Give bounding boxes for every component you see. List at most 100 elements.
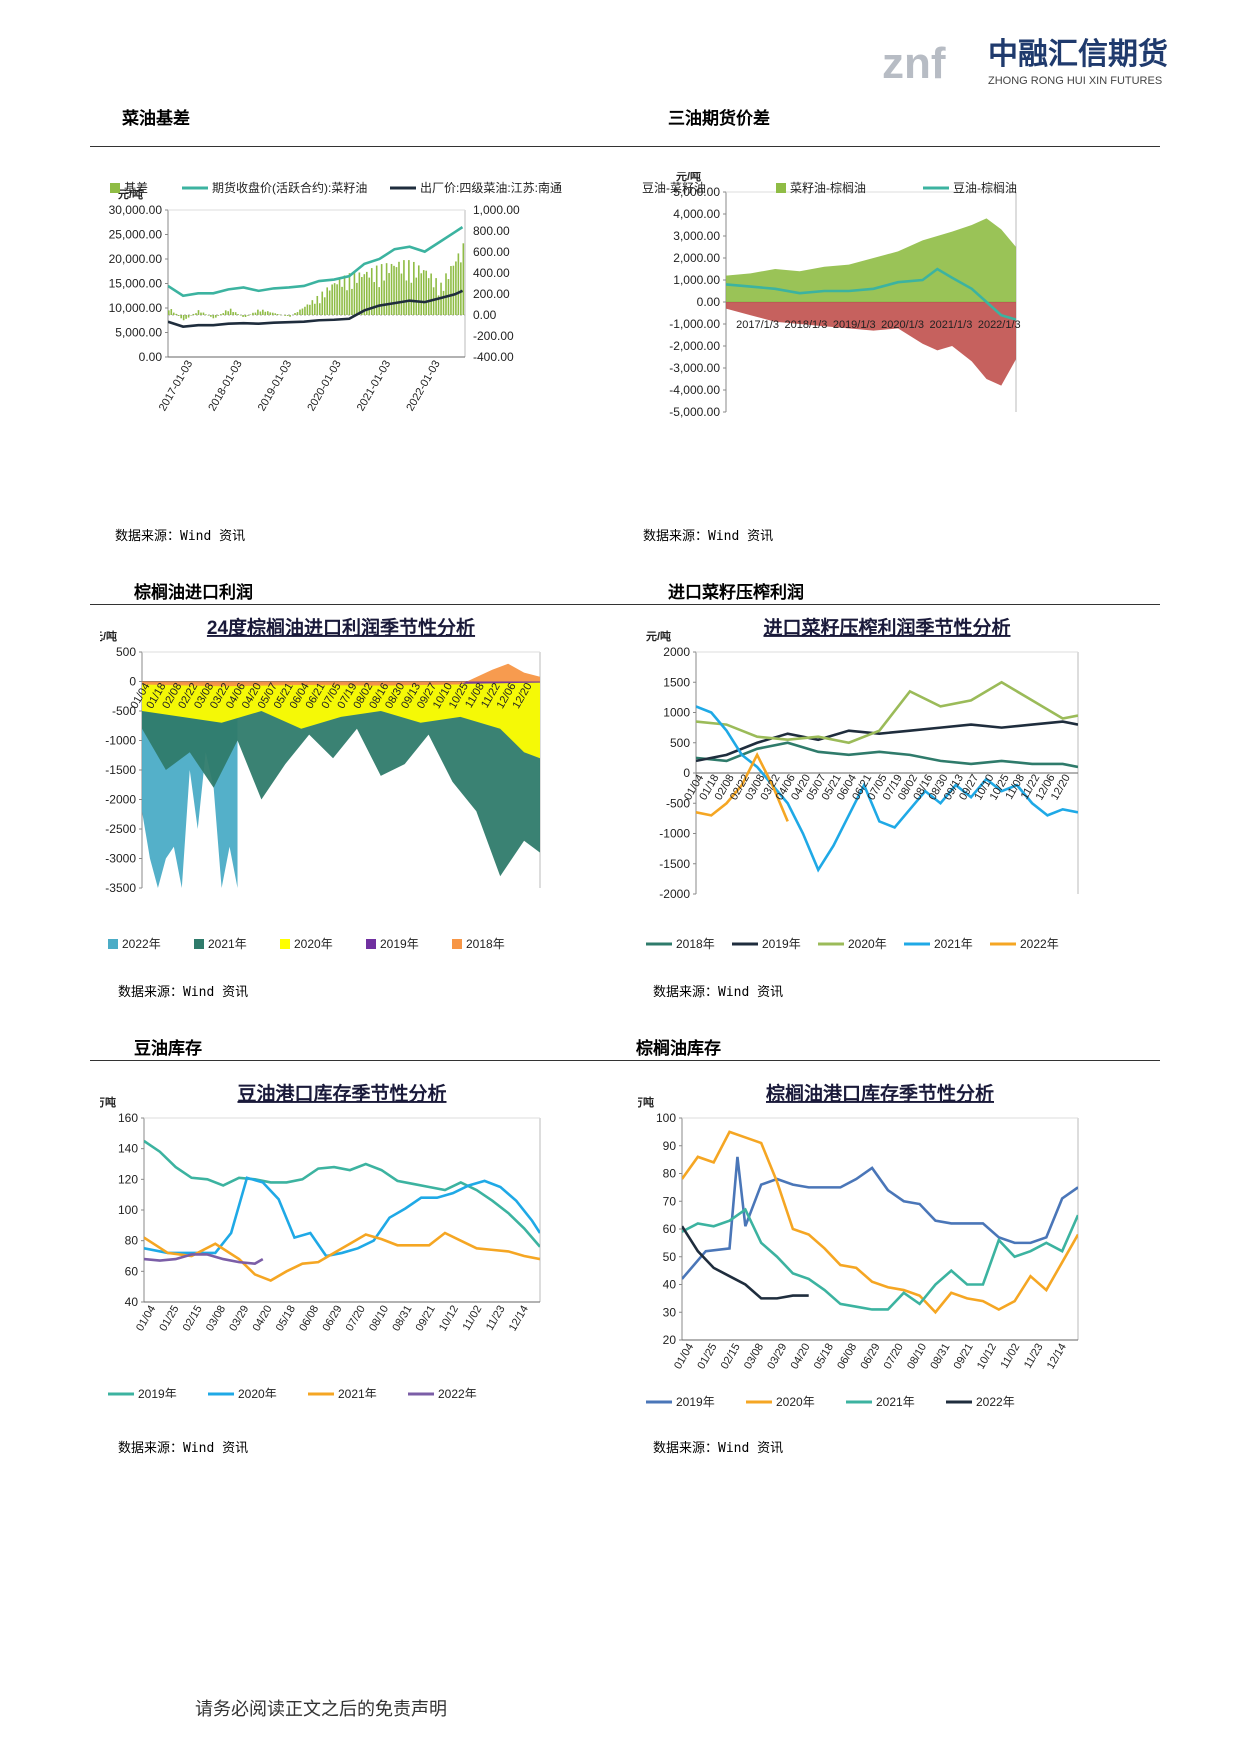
y2-tick-label: 0.00 <box>473 308 497 322</box>
basis-bar <box>249 314 252 315</box>
x-tick-label: 11/23 <box>1022 1342 1046 1371</box>
y-tick-label: -1000 <box>659 827 690 841</box>
x-tick-label: 2021-01-03 <box>355 359 394 414</box>
y2-tick-label: 200.00 <box>473 287 510 301</box>
series-line <box>144 1176 540 1258</box>
legend-label: 期货收盘价(活跃合约):菜籽油 <box>212 180 367 195</box>
y-tick-label: 1000 <box>663 706 690 720</box>
basis-bar <box>177 315 180 316</box>
y-tick-label: 60 <box>663 1222 677 1236</box>
y-tick-label: 70 <box>663 1194 677 1208</box>
y-tick-label: 100 <box>118 1203 138 1217</box>
basis-bar <box>420 273 423 315</box>
legend-label: 菜籽油-棕榈油 <box>790 180 866 195</box>
legend-label: 2020年 <box>776 1395 815 1408</box>
series-line <box>682 1156 1078 1280</box>
basis-bar <box>222 313 225 315</box>
series-line <box>726 267 1016 321</box>
y-tick-label: 3,000.00 <box>673 229 720 243</box>
basis-bar <box>195 313 197 315</box>
legend-swatch <box>452 939 462 949</box>
basis-bar <box>175 313 178 315</box>
series-group <box>696 680 1078 873</box>
divider-row2 <box>90 604 1160 605</box>
x-tick-label: 2022-01-03 <box>404 359 443 414</box>
basis-bar <box>338 278 341 315</box>
x-tick-label: 07/20 <box>882 1342 906 1372</box>
x-tick-label: 11/02 <box>461 1304 485 1333</box>
basis-bar <box>247 315 249 316</box>
basis-bar <box>323 297 326 315</box>
legend-label: 豆油-菜籽油 <box>642 181 706 195</box>
basis-bar <box>383 280 385 315</box>
legend-label: 2022年 <box>976 1395 1015 1408</box>
basis-bar <box>351 288 353 315</box>
x-tick-label: 03/29 <box>765 1342 789 1372</box>
legend-label: 豆油-棕榈油 <box>953 180 1017 195</box>
chart-soyoil-stock: 豆油港口库存季节性分析万吨16014012010080604001/0401/2… <box>100 1082 541 1398</box>
y-tick-label: 160 <box>118 1111 138 1125</box>
legend-label: 出厂价:四级菜油:江苏:南通 <box>420 180 562 195</box>
basis-bar <box>452 265 455 315</box>
basis-bar <box>304 306 306 315</box>
x-tick-label: 10/12 <box>437 1304 461 1334</box>
section-title-rapeseed-crush-profit: 进口菜籽压榨利润 <box>668 583 804 603</box>
x-tick-label: 11/02 <box>999 1342 1023 1371</box>
legend-label: 2020年 <box>294 937 333 951</box>
series-line <box>696 741 1078 769</box>
legend-label: 2018年 <box>466 937 505 951</box>
x-tick-label: 06/08 <box>297 1304 321 1334</box>
basis-bar <box>393 265 395 315</box>
basis-bar <box>309 304 311 315</box>
y-tick-label: 500 <box>116 645 136 659</box>
basis-bar <box>415 277 418 315</box>
y-tick-label: -3500 <box>105 881 136 895</box>
x-tick-label: 01/25 <box>157 1304 181 1334</box>
basis-bar <box>358 272 361 315</box>
x-tick-label: 04/20 <box>251 1304 275 1334</box>
basis-bar <box>215 315 217 318</box>
x-tick-label: 03/08 <box>742 1342 766 1372</box>
y-tick-label: -4,000.00 <box>669 383 720 397</box>
legend-swatch <box>194 939 204 949</box>
legend-label: 2018年 <box>676 937 715 951</box>
section-title-palm-import-profit: 棕榈油进口利润 <box>134 583 253 603</box>
legend: 2019年 2020年 2021年 2022年 <box>108 1387 477 1398</box>
basis-bar <box>185 315 187 319</box>
basis-bar <box>417 265 420 315</box>
legend-label: 2021年 <box>208 937 247 951</box>
basis-bar <box>187 315 190 318</box>
series-area <box>726 218 1016 302</box>
y-tick-label: -500 <box>112 704 136 718</box>
basis-bar <box>276 314 279 315</box>
y-tick-label: -2,000.00 <box>669 339 720 353</box>
company-name-en: ZHONG RONG HUI XIN FUTURES <box>988 75 1162 87</box>
company-name-cn: 中融汇信期货 <box>988 37 1168 71</box>
source-note: 数据来源：Wind 资讯 <box>118 1441 249 1456</box>
legend-label: 2019年 <box>380 937 419 951</box>
x-tick-label: 2020/1/3 <box>881 319 924 331</box>
basis-bar <box>182 315 185 321</box>
x-tick-label: 08/31 <box>390 1304 414 1334</box>
basis-bar <box>254 312 257 315</box>
basis-bar <box>200 312 202 315</box>
y-axis-unit: 元/吨 <box>100 629 117 643</box>
x-tick-label: 03/08 <box>204 1304 228 1334</box>
basis-bar <box>234 312 237 315</box>
source-note: 数据来源：Wind 资讯 <box>653 985 784 1000</box>
chart-rapeseed-basis: 元/吨 30,000.00 25,000.00 20,000.00 15,000.00 1… <box>109 180 562 414</box>
basis-bar <box>405 280 408 315</box>
basis-bar <box>210 315 212 317</box>
legend: 豆油-菜籽油 菜籽油-棕榈油 豆油-棕榈油 <box>642 180 1017 195</box>
basis-bar <box>316 295 319 315</box>
basis-bar <box>271 312 274 315</box>
section-title-three-oil-spread: 三油期货价差 <box>668 109 770 129</box>
basis-bar <box>437 295 440 315</box>
chart-three-oil-spread: 元/吨 5,000.00 4,000.00 3,000.00 2,000.00 1,000… <box>642 172 1021 419</box>
x-tick-label: 2017-01-03 <box>157 359 196 414</box>
basis-bar <box>306 304 309 315</box>
basis-bar <box>212 315 215 319</box>
basis-bar <box>410 282 413 315</box>
y-tick-label: -2000 <box>659 887 690 901</box>
x-tick-label: 01/25 <box>695 1342 719 1372</box>
